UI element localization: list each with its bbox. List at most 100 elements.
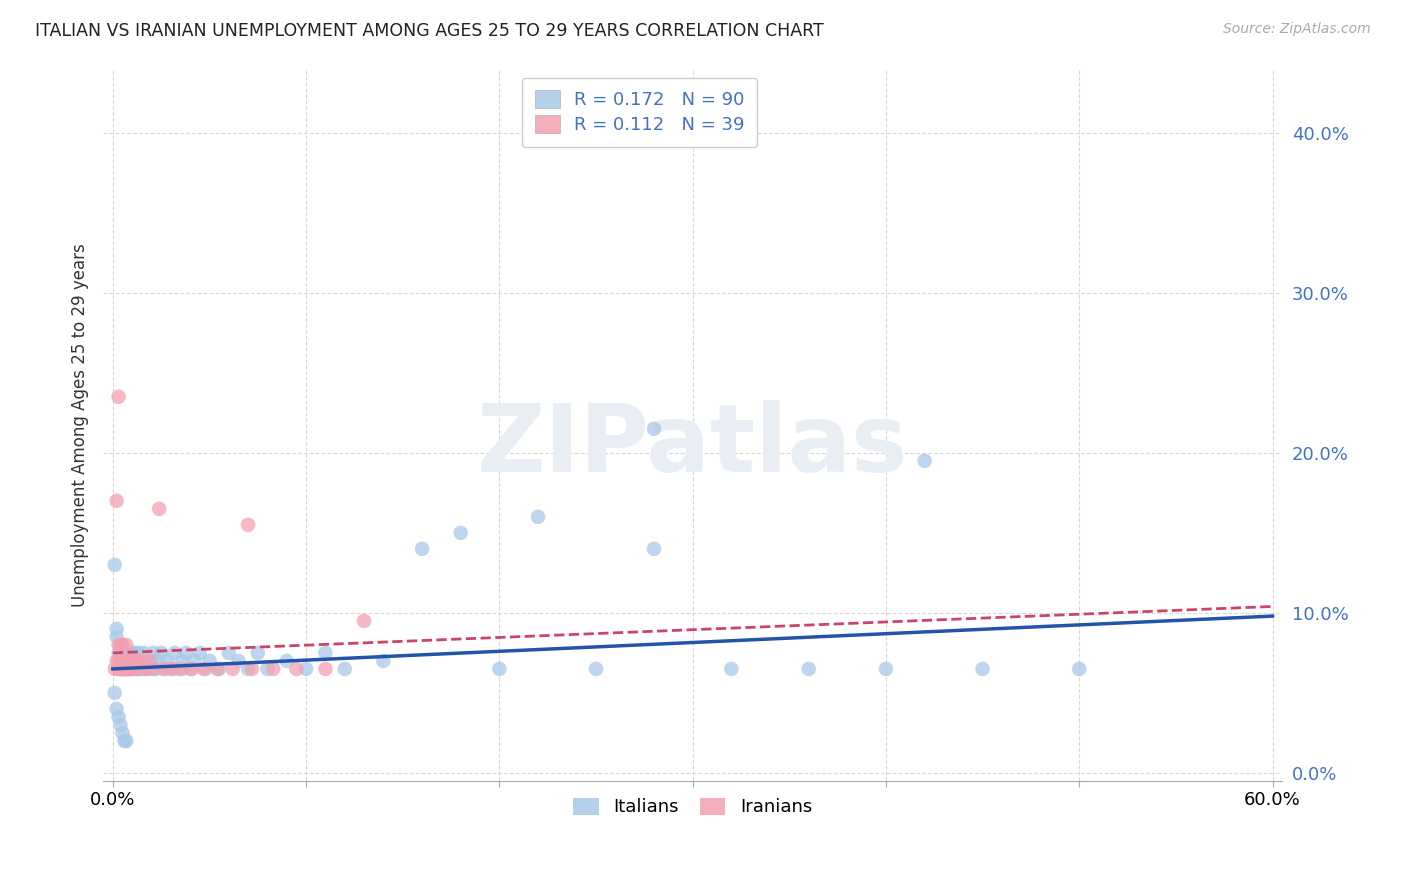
- Point: [295, 662, 318, 676]
- Point: [104, 662, 127, 676]
- Point: [450, 525, 472, 540]
- Point: [127, 662, 149, 676]
- Point: [131, 654, 153, 668]
- Point: [110, 638, 132, 652]
- Point: [107, 646, 129, 660]
- Point: [156, 654, 179, 668]
- Point: [285, 662, 308, 676]
- Point: [105, 622, 128, 636]
- Point: [110, 654, 132, 668]
- Point: [107, 662, 129, 676]
- Point: [411, 541, 433, 556]
- Point: [138, 654, 160, 668]
- Point: [127, 662, 149, 676]
- Point: [104, 558, 127, 572]
- Point: [148, 501, 170, 516]
- Point: [115, 662, 138, 676]
- Point: [208, 662, 231, 676]
- Point: [135, 662, 157, 676]
- Point: [373, 654, 395, 668]
- Point: [107, 662, 129, 676]
- Legend: Italians, Iranians: Italians, Iranians: [564, 789, 821, 825]
- Point: [110, 718, 132, 732]
- Point: [107, 654, 129, 668]
- Point: [120, 662, 142, 676]
- Point: [111, 654, 134, 668]
- Point: [115, 662, 138, 676]
- Point: [115, 654, 138, 668]
- Point: [121, 654, 143, 668]
- Point: [142, 646, 165, 660]
- Point: [128, 662, 150, 676]
- Point: [117, 654, 139, 668]
- Point: [117, 654, 139, 668]
- Point: [167, 662, 190, 676]
- Point: [122, 654, 145, 668]
- Point: [333, 662, 356, 676]
- Point: [488, 662, 510, 676]
- Point: [314, 662, 336, 676]
- Point: [194, 662, 217, 676]
- Point: [105, 630, 128, 644]
- Point: [112, 662, 135, 676]
- Point: [172, 654, 194, 668]
- Point: [105, 702, 128, 716]
- Point: [120, 662, 142, 676]
- Point: [218, 646, 240, 660]
- Point: [121, 654, 143, 668]
- Point: [1069, 662, 1091, 676]
- Point: [172, 662, 194, 676]
- Point: [107, 710, 129, 724]
- Point: [585, 662, 607, 676]
- Point: [125, 654, 148, 668]
- Point: [152, 662, 174, 676]
- Point: [138, 662, 160, 676]
- Text: ZIPatlas: ZIPatlas: [477, 401, 908, 492]
- Point: [236, 517, 259, 532]
- Point: [314, 646, 336, 660]
- Point: [797, 662, 820, 676]
- Point: [120, 662, 142, 676]
- Point: [221, 662, 243, 676]
- Point: [643, 422, 665, 436]
- Point: [105, 493, 128, 508]
- Point: [135, 662, 157, 676]
- Point: [122, 662, 145, 676]
- Point: [246, 646, 269, 660]
- Point: [112, 654, 135, 668]
- Point: [183, 654, 205, 668]
- Point: [174, 646, 197, 660]
- Point: [132, 646, 155, 660]
- Point: [111, 638, 134, 652]
- Point: [117, 662, 139, 676]
- Point: [131, 654, 153, 668]
- Point: [527, 509, 550, 524]
- Point: [256, 662, 278, 676]
- Point: [236, 662, 259, 676]
- Point: [110, 662, 132, 676]
- Point: [111, 662, 134, 676]
- Point: [972, 662, 994, 676]
- Point: [122, 646, 145, 660]
- Point: [117, 646, 139, 660]
- Point: [104, 686, 127, 700]
- Point: [112, 654, 135, 668]
- Point: [198, 654, 221, 668]
- Point: [228, 654, 250, 668]
- Point: [163, 646, 186, 660]
- Point: [115, 734, 138, 748]
- Point: [162, 662, 184, 676]
- Text: ITALIAN VS IRANIAN UNEMPLOYMENT AMONG AGES 25 TO 29 YEARS CORRELATION CHART: ITALIAN VS IRANIAN UNEMPLOYMENT AMONG AG…: [35, 22, 824, 40]
- Point: [353, 614, 375, 628]
- Point: [105, 654, 128, 668]
- Point: [115, 662, 138, 676]
- Point: [153, 662, 176, 676]
- Point: [127, 646, 149, 660]
- Point: [111, 646, 134, 660]
- Point: [131, 662, 153, 676]
- Point: [115, 646, 138, 660]
- Point: [110, 654, 132, 668]
- Point: [181, 662, 204, 676]
- Point: [115, 638, 138, 652]
- Text: Source: ZipAtlas.com: Source: ZipAtlas.com: [1223, 22, 1371, 37]
